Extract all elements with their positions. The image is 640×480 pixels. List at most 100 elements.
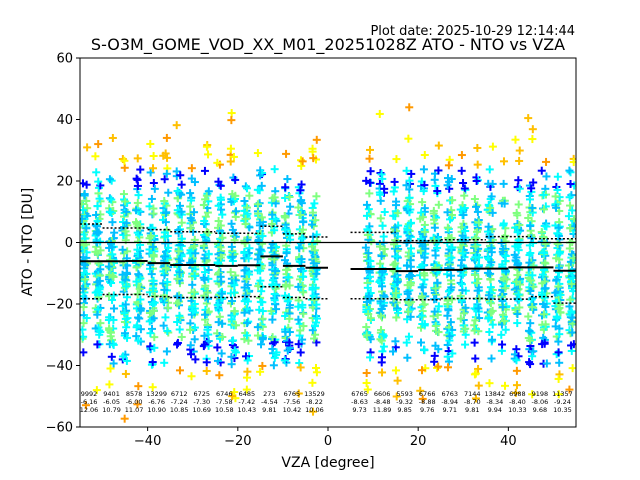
data-point (286, 202, 295, 211)
data-point (150, 298, 159, 307)
data-point (80, 234, 89, 243)
data-point (149, 276, 158, 285)
data-point (253, 266, 262, 275)
data-point (109, 340, 118, 349)
data-point (202, 142, 211, 151)
data-point (82, 224, 91, 233)
data-point (216, 243, 225, 252)
data-point (175, 311, 184, 320)
data-point (256, 276, 265, 285)
data-point (218, 233, 227, 242)
data-point (309, 407, 318, 416)
data-point (296, 186, 305, 195)
data-point (106, 208, 115, 217)
data-point (298, 335, 307, 344)
data-point (257, 181, 266, 190)
data-point (161, 149, 170, 158)
data-point (296, 210, 305, 219)
data-point (200, 275, 209, 284)
data-point (240, 239, 249, 248)
data-point (253, 185, 262, 194)
data-point (281, 282, 290, 291)
data-point (109, 272, 118, 281)
data-point (135, 284, 144, 293)
data-point (190, 323, 199, 332)
data-point (216, 193, 225, 202)
data-point (134, 382, 143, 391)
data-point (82, 314, 91, 323)
data-point (119, 352, 128, 361)
data-point (244, 254, 253, 263)
data-point (295, 244, 304, 253)
data-point (285, 338, 294, 347)
data-point (202, 191, 211, 200)
data-point (186, 325, 195, 334)
data-point (132, 218, 141, 227)
data-point (93, 340, 102, 349)
data-point (281, 225, 290, 234)
data-point (133, 400, 142, 409)
data-point (218, 210, 227, 219)
data-point (232, 207, 241, 216)
data-point (216, 288, 225, 297)
data-point (253, 200, 262, 209)
data-point (122, 356, 131, 365)
data-point (298, 157, 307, 166)
data-point (134, 313, 143, 322)
data-point (148, 242, 157, 251)
data-point (202, 366, 211, 375)
data-point (92, 168, 101, 177)
data-point (231, 191, 240, 200)
data-point (242, 184, 251, 193)
data-point (186, 214, 195, 223)
data-point (268, 315, 277, 324)
data-point (163, 277, 172, 286)
data-point (160, 285, 169, 294)
data-point (311, 330, 320, 339)
data-point (218, 332, 227, 341)
data-point (122, 282, 131, 291)
data-point (149, 251, 158, 260)
data-point (213, 343, 222, 352)
data-point (203, 288, 212, 297)
data-point (186, 341, 195, 350)
data-point (107, 352, 116, 361)
data-point (226, 268, 235, 277)
data-point (121, 369, 130, 378)
data-point (105, 313, 114, 322)
data-point (204, 187, 213, 196)
data-point (175, 268, 184, 277)
data-point (105, 256, 114, 265)
data-point (108, 250, 117, 259)
data-point (227, 360, 236, 369)
data-point (105, 175, 114, 184)
data-point (216, 253, 225, 262)
data-point (282, 249, 291, 258)
data-point (190, 335, 199, 344)
data-point (216, 181, 225, 190)
data-point (227, 109, 236, 118)
data-point (80, 325, 87, 334)
data-point (271, 266, 280, 275)
data-point (164, 303, 173, 312)
data-point (216, 272, 225, 281)
data-point (215, 312, 224, 321)
data-point (162, 347, 171, 356)
data-point (120, 156, 129, 165)
data-point (244, 336, 253, 345)
data-point (296, 156, 305, 165)
data-point (284, 273, 293, 282)
data-point (240, 248, 249, 257)
data-point (191, 249, 200, 258)
data-point (187, 174, 196, 183)
data-point (285, 314, 294, 323)
data-point (200, 166, 209, 175)
data-point (270, 296, 279, 305)
plot-date: Plot date: 2025-10-29 12:14:44 (370, 24, 575, 39)
data-point (172, 121, 181, 130)
data-point (161, 208, 170, 217)
data-point (105, 270, 114, 279)
data-point (202, 299, 211, 308)
data-point (191, 355, 200, 364)
data-point (227, 242, 236, 251)
